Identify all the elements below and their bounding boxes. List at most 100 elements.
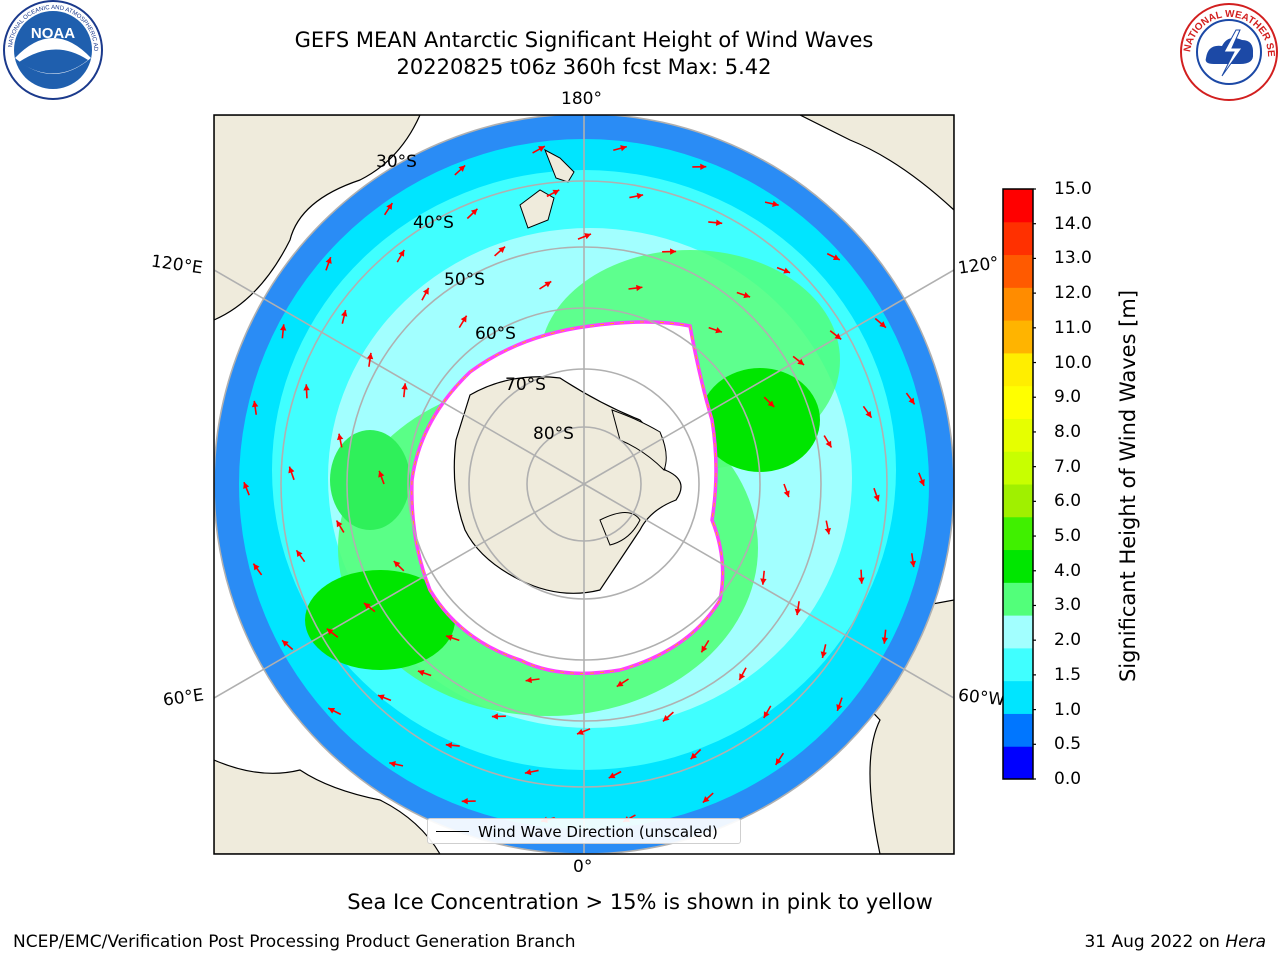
wave-direction-arrow [905, 392, 916, 405]
wave-direction-arrow [820, 644, 827, 659]
lat-label-50s: 50°S [444, 270, 485, 290]
wave-direction-arrow [689, 748, 702, 760]
colorbar-band [1003, 615, 1033, 649]
wave-direction-arrow [279, 324, 287, 339]
colorbar-tick-label: 6.0 [1054, 491, 1082, 512]
wave-direction-arrow [546, 189, 560, 198]
wave-direction-arrow [829, 330, 842, 341]
wave-direction-arrow [794, 601, 802, 616]
wave-direction-arrow [243, 481, 250, 496]
colorbar-band [1003, 451, 1033, 485]
wave-direction-arrow [708, 326, 723, 334]
wave-direction-arrow [702, 792, 714, 804]
legend-label: Wind Wave Direction (unscaled) [478, 823, 718, 841]
colorbar-band [1003, 516, 1033, 551]
new-zealand-south-island [519, 189, 555, 229]
wave-direction-arrow [532, 145, 546, 154]
wave-direction-arrow [763, 396, 775, 408]
colorbar-tick-label: 11.0 [1054, 317, 1092, 338]
wave-direction-arrow [377, 694, 392, 702]
wave-direction-arrow [417, 669, 432, 677]
lat-label-30s: 30°S [376, 152, 417, 172]
wave-direction-arrow [858, 569, 865, 584]
wave-direction-arrow [337, 433, 344, 448]
colorbar-band [1003, 713, 1033, 747]
wave-direction-arrow [251, 400, 259, 415]
wind-wave-direction-vectors [243, 145, 925, 823]
sea-ice-note: Sea Ice Concentration > 15% is shown in … [347, 890, 933, 914]
colorbar-band [1003, 746, 1033, 780]
colorbar-band [1003, 647, 1033, 682]
australia-land [214, 115, 421, 321]
wave-direction-arrow [295, 549, 306, 563]
wave-direction-arrow [491, 713, 506, 720]
footer-machine: Hera [1225, 932, 1266, 952]
ocean-band-4m-west [305, 570, 455, 670]
wave-direction-arrow [823, 435, 833, 448]
noaa-logo: NOAA NATIONAL OCEANIC AND ATMOSPHERIC AD… [0, 0, 106, 100]
wave-direction-arrow [700, 639, 710, 653]
wave-direction-arrow [525, 676, 540, 684]
colorbar-band [1003, 582, 1033, 616]
wave-direction-arrow [396, 249, 405, 263]
longitude-lines [214, 115, 954, 854]
wave-direction-arrow [366, 352, 374, 367]
wave-direction-arrow [662, 711, 674, 722]
lat-label-40s: 40°S [413, 213, 454, 233]
wave-direction-arrow [325, 256, 332, 271]
wave-direction-arrow [662, 248, 677, 255]
wave-direction-arrow [281, 639, 294, 651]
colorbar-tick-label: 0.5 [1054, 734, 1082, 755]
colorbar-tick-label: 0.0 [1054, 769, 1082, 789]
colorbar-tick-label: 4.0 [1054, 560, 1082, 581]
lat-label-70s: 70°S [505, 375, 546, 395]
wave-direction-arrow [881, 629, 889, 644]
colorbar-label: Significant Height of Wind Waves [m] [1116, 289, 1140, 683]
colorbar-tick-label: 15.0 [1054, 179, 1092, 199]
wave-direction-arrow [378, 470, 385, 485]
wave-direction-arrow [335, 520, 345, 533]
wave-direction-arrow [421, 287, 430, 301]
colorbar [1002, 188, 1036, 780]
wave-direction-arrow [608, 770, 622, 779]
wave-direction-arrow [461, 797, 476, 805]
colorbar-tick-label: 7.0 [1054, 456, 1082, 477]
colorbar-tick-label: 9.0 [1054, 387, 1082, 408]
chart-title: GEFS MEAN Antarctic Significant Height o… [294, 28, 874, 52]
colorbar-tick-label: 13.0 [1054, 248, 1092, 269]
lat-label-60s: 60°S [475, 324, 516, 344]
colorbar-band [1003, 484, 1033, 518]
colorbar-frame [1002, 188, 1034, 780]
wave-direction-arrow [288, 466, 295, 481]
wave-direction-arrow [494, 246, 506, 257]
colorbar-tick-label: 5.0 [1054, 526, 1082, 547]
wave-direction-arrow [577, 233, 592, 240]
wave-direction-arrow [445, 742, 460, 749]
colorbar-tick-label: 3.0 [1054, 595, 1082, 616]
map-legend: Wind Wave Direction (unscaled) [427, 818, 741, 844]
wave-direction-arrow [764, 200, 779, 207]
wave-direction-arrow [824, 520, 831, 535]
footer-date-text: 31 Aug 2022 on [1084, 932, 1220, 952]
wave-direction-arrow [783, 483, 790, 498]
colorbar-band [1003, 221, 1033, 256]
colorbar-band [1003, 680, 1033, 714]
colorbar-band [1003, 189, 1033, 223]
wave-direction-arrow [576, 728, 591, 735]
wave-direction-arrow [616, 678, 629, 688]
lon-label-0: 0° [573, 857, 593, 877]
chart-subtitle: 20220825 t06z 360h fcst Max: 5.42 [396, 55, 772, 79]
wave-direction-arrow [792, 355, 805, 366]
wave-direction-arrow [445, 634, 460, 642]
wave-direction-arrow [613, 145, 628, 152]
colorbar-tick-label: 12.0 [1054, 283, 1092, 304]
wave-direction-arrow [539, 280, 552, 290]
ocean-band-3m-spot [330, 430, 410, 530]
wave-direction-arrow [326, 627, 339, 638]
pacific-corner-land [799, 115, 954, 211]
wave-direction-arrow [708, 219, 723, 226]
lon-label-180: 180° [561, 89, 602, 109]
wave-direction-arrow [874, 317, 887, 329]
wave-direction-arrow [760, 570, 767, 585]
wave-direction-arrow [303, 384, 310, 399]
